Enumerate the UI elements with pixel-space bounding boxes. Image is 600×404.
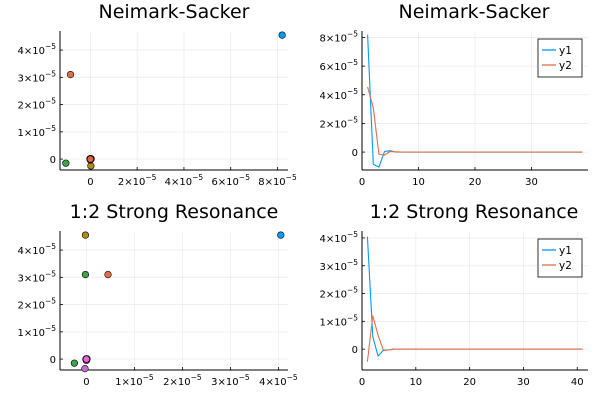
scatter-point — [87, 162, 95, 170]
scatter-point — [81, 365, 89, 373]
x-tick-label: 0 — [359, 177, 365, 188]
legend-label: y1 — [559, 45, 572, 57]
x-tick-label: 10 — [412, 177, 425, 188]
scatter-point — [104, 271, 112, 279]
scatter-point — [81, 271, 90, 279]
legend-label: y2 — [559, 260, 572, 272]
y-tick-label: 3×10−5 — [17, 69, 56, 84]
panel-neimark-sacker-scatter: Neimark-Sacker 0 2×10−5 4×10−5 6×10−5 8×10−5… — [17, 1, 296, 188]
legend-box — [537, 38, 583, 78]
y-tick-label: 2×10−5 — [17, 97, 56, 112]
legend-box — [537, 238, 583, 278]
scatter-point — [86, 155, 94, 163]
x-tick-label: 4×10−5 — [165, 173, 204, 188]
x-tick-label: 20 — [469, 177, 482, 188]
x-tick-label: 2×10−5 — [163, 373, 202, 388]
panel-strong-resonance-timeseries: 1:2 Strong Resonance 0 10 20 30 40 0 1×10−5 2×1… — [319, 201, 588, 388]
chart-title: 1:2 Strong Resonance — [70, 201, 279, 223]
x-tick-label: 1×10−5 — [115, 373, 154, 388]
panel-strong-resonance-scatter: 1:2 Strong Resonance 0 1×10−5 2×10−5 3×10−5… — [17, 201, 297, 388]
y-tick-label: 2×10−5 — [319, 286, 358, 301]
y-tick-label: 0 — [50, 355, 56, 366]
x-tick-label: 8×10−5 — [258, 173, 297, 188]
y-tick-label: 0 — [50, 155, 56, 166]
y-tick-label: 1×10−5 — [17, 124, 56, 139]
series-line-y2 — [367, 86, 583, 156]
scatter-point — [277, 231, 285, 239]
y-tick-label: 8×10−5 — [319, 29, 358, 44]
y-tick-label: 6×10−5 — [319, 58, 358, 73]
x-tick-label: 0 — [87, 177, 93, 188]
y-tick-label: 2×10−5 — [17, 297, 56, 312]
scatter-point — [66, 71, 75, 79]
chart-title: 1:2 Strong Resonance — [370, 201, 579, 223]
legend-label: y1 — [559, 245, 572, 257]
x-tick-label: 10 — [409, 377, 422, 388]
series-line-y2 — [366, 315, 583, 362]
panel-neimark-sacker-timeseries: Neimark-Sacker 0 10 20 30 0 2×10−5 4×10−5 6×10−… — [319, 1, 588, 188]
y-tick-label: 4×10−5 — [319, 87, 358, 102]
x-tick-label: 3×10−5 — [211, 373, 250, 388]
y-tick-label: 4×10−5 — [17, 42, 56, 57]
scatter-point — [81, 231, 90, 239]
x-tick-label: 30 — [525, 177, 538, 188]
y-tick-label: 0 — [352, 148, 358, 159]
legend-label: y2 — [559, 60, 572, 72]
scatter-point — [82, 355, 90, 363]
scatter-point — [278, 31, 286, 39]
chart-title: Neimark-Sacker — [99, 1, 250, 23]
x-tick-label: 0 — [359, 377, 365, 388]
y-tick-label: 1×10−5 — [17, 324, 56, 339]
x-tick-label: 30 — [517, 377, 530, 388]
y-tick-label: 4×10−5 — [17, 242, 56, 257]
scatter-point — [62, 159, 70, 167]
x-tick-label: 2×10−5 — [118, 173, 157, 188]
y-tick-label: 0 — [352, 345, 358, 356]
y-tick-label: 3×10−5 — [17, 269, 56, 284]
x-tick-label: 0 — [83, 377, 89, 388]
x-tick-label: 40 — [571, 377, 584, 388]
x-tick-label: 6×10−5 — [211, 173, 250, 188]
y-tick-label: 3×10−5 — [319, 258, 358, 273]
x-tick-label: 4×10−5 — [259, 373, 298, 388]
y-tick-label: 2×10−5 — [319, 115, 358, 130]
x-tick-label: 20 — [463, 377, 476, 388]
y-tick-label: 4×10−5 — [319, 230, 358, 245]
y-tick-label: 1×10−5 — [319, 313, 358, 328]
scatter-point — [70, 359, 78, 367]
chart-title: Neimark-Sacker — [399, 1, 550, 23]
